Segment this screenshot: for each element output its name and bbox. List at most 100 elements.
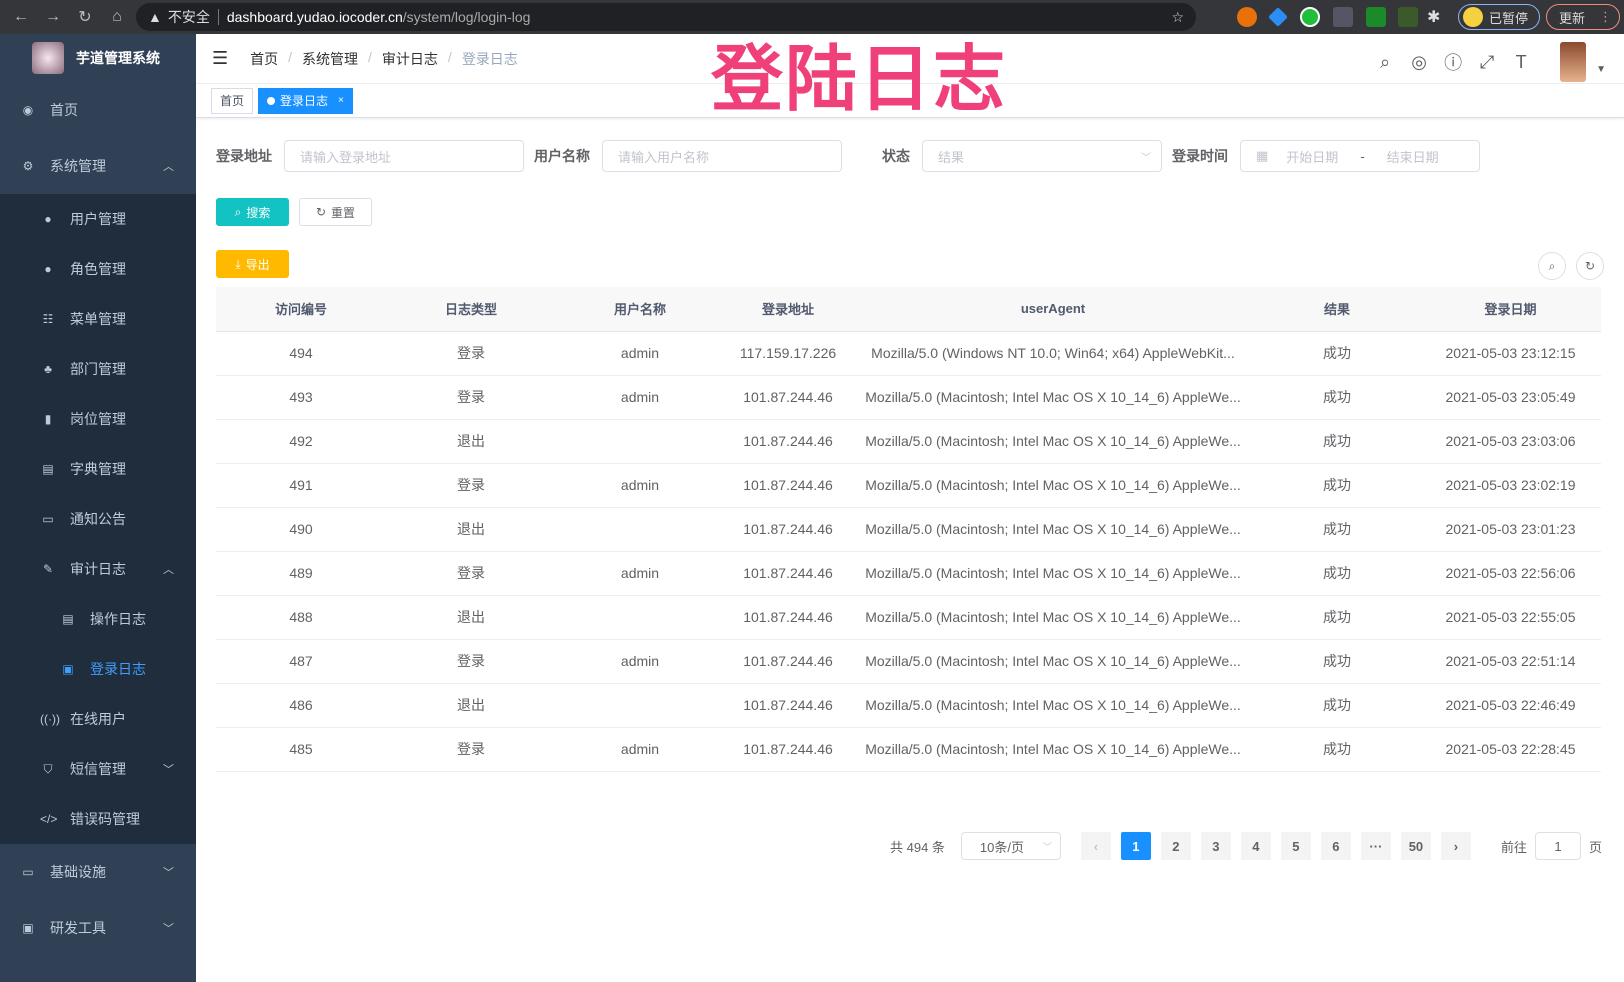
start-date-input[interactable]: 开始日期 xyxy=(1286,149,1339,165)
sidebar-item-system[interactable]: ⚙ 系统管理 ︿ xyxy=(0,138,196,194)
breadcrumb-item[interactable]: 审计日志 xyxy=(381,50,438,67)
sidebar-item-notice[interactable]: ▭ 通知公告 xyxy=(0,494,196,544)
sidebar-item-label: 在线用户 xyxy=(70,711,126,727)
sidebar-item-user[interactable]: ● 用户管理 xyxy=(0,194,196,244)
sidebar-item-dept[interactable]: ♣ 部门管理 xyxy=(0,344,196,394)
sidebar-item-sms[interactable]: ⛉ 短信管理 ﹀ xyxy=(0,744,196,794)
table-header: 访问编号 日志类型 用户名称 登录地址 userAgent 结果 登录日期 xyxy=(216,287,1601,332)
back-button[interactable]: ← xyxy=(13,8,29,25)
tag-home[interactable]: 首页 xyxy=(211,87,254,114)
avatar[interactable] xyxy=(1560,42,1587,82)
sidebar-item-error-code[interactable]: </> 错误码管理 xyxy=(0,794,196,844)
table-row[interactable]: 485 登录 admin 101.87.244.46 Mozilla/5.0 (Maci… xyxy=(216,727,1601,772)
page-button[interactable]: 1 xyxy=(1120,832,1151,860)
chevron-down-icon: ﹀ xyxy=(163,764,174,776)
table-row[interactable]: 492 退出 101.87.244.46 Mozilla/5.0 (Macintosh… xyxy=(216,419,1601,464)
table-row[interactable]: 490 退出 101.87.244.46 Mozilla/5.0 (Macintosh… xyxy=(216,507,1601,552)
reload-button[interactable]: ↻ xyxy=(78,9,92,26)
table-row[interactable]: 488 退出 101.87.244.46 Mozilla/5.0 (Macintosh… xyxy=(216,595,1601,640)
page-button[interactable]: 5 xyxy=(1280,832,1311,860)
export-button[interactable]: ⤓ 导出 xyxy=(216,250,289,278)
page-button[interactable]: 50 xyxy=(1400,832,1431,860)
goto-page-input[interactable]: 1 xyxy=(1534,832,1581,860)
next-page-button[interactable]: › xyxy=(1440,832,1471,860)
extension-icon[interactable] xyxy=(1366,7,1386,27)
prev-page-button[interactable]: ‹ xyxy=(1080,832,1111,860)
login-date-cell: 2021-05-03 22:28:45 xyxy=(1420,727,1601,772)
app-logo[interactable]: 芋道管理系统 xyxy=(0,34,196,82)
profile-button[interactable]: 已暂停 xyxy=(1458,4,1540,30)
help-icon[interactable]: ⓘ xyxy=(1444,53,1463,73)
sidebar-item-label: 研发工具 xyxy=(50,920,106,936)
post-icon: ▮ xyxy=(44,412,52,426)
search-form: 登录地址 请输入登录地址 用户名称 请输入用户名称 状态 结果 ﹀ 登录时间 ▦ 开… xyxy=(216,140,1604,172)
page-button[interactable]: ··· xyxy=(1360,832,1391,860)
reset-button[interactable]: ↻ 重置 xyxy=(299,198,372,226)
address-input[interactable]: 请输入登录地址 xyxy=(284,140,524,172)
search-button[interactable]: ⌕ 搜索 xyxy=(216,198,289,226)
page-button[interactable]: 3 xyxy=(1200,832,1231,860)
sidebar-item-online[interactable]: ((·)) 在线用户 xyxy=(0,694,196,744)
sidebar-item-post[interactable]: ▮ 岗位管理 xyxy=(0,394,196,444)
sidebar-item-infra[interactable]: ▭ 基础设施 ﹀ xyxy=(0,844,196,900)
sidebar-item-tool[interactable]: ▣ 研发工具 ﹀ xyxy=(0,900,196,956)
breadcrumb-item[interactable]: 系统管理 xyxy=(302,50,359,67)
tag-login-log[interactable]: 登录日志 × xyxy=(258,87,353,114)
font-size-icon[interactable]: T xyxy=(1515,51,1527,72)
table-row[interactable]: 493 登录 admin 101.87.244.46 Mozilla/5.0 (Maci… xyxy=(216,375,1601,420)
dashboard-icon: ◉ xyxy=(22,103,34,117)
date-range-picker[interactable]: ▦ 开始日期 - 结束日期 xyxy=(1240,140,1480,172)
close-icon[interactable]: × xyxy=(338,95,344,106)
table-row[interactable]: 491 登录 admin 101.87.244.46 Mozilla/5.0 (Maci… xyxy=(216,463,1601,508)
home-button[interactable]: ⌂ xyxy=(112,8,122,25)
column-header: 登录日期 xyxy=(1420,287,1601,332)
fullscreen-icon[interactable]: ⤢ xyxy=(1479,51,1495,72)
extension-icon[interactable] xyxy=(1268,7,1288,27)
caret-down-icon[interactable]: ▼ xyxy=(1596,63,1606,75)
system-submenu: ● 用户管理 ● 角色管理 ☷ 菜单管理 ♣ 部门管理 ▮ 岗位管理 ▤ 字典管理 ▭ 通知公… xyxy=(0,194,196,844)
github-icon[interactable]: ◎ xyxy=(1411,51,1427,72)
sidebar-item-label: 短信管理 xyxy=(70,761,126,777)
table-row[interactable]: 486 退出 101.87.244.46 Mozilla/5.0 (Macintosh… xyxy=(216,683,1601,728)
sidebar-item-label: 登录日志 xyxy=(90,661,146,677)
breadcrumb-item[interactable]: 首页 xyxy=(250,50,279,67)
address-bar[interactable]: ▲ 不安全 dashboard.yudao.iocoder.cn/system/… xyxy=(136,3,1196,31)
refresh-button[interactable]: ↻ xyxy=(1576,252,1604,280)
page-button[interactable]: 6 xyxy=(1320,832,1351,860)
audit-submenu: ▤ 操作日志 ▣ 登录日志 xyxy=(0,594,196,694)
toggle-search-button[interactable]: ⌕ xyxy=(1538,252,1566,280)
profile-status: 已暂停 xyxy=(1489,10,1529,26)
update-button[interactable]: 更新 ⋮ xyxy=(1546,4,1620,30)
table-row[interactable]: 489 登录 admin 101.87.244.46 Mozilla/5.0 (Maci… xyxy=(216,551,1601,596)
extension-icon[interactable] xyxy=(1300,7,1320,27)
page-size-select[interactable]: 10条/页 ﹀ xyxy=(960,832,1061,860)
sidebar-item-role[interactable]: ● 角色管理 xyxy=(0,244,196,294)
bookmark-star-icon[interactable]: ☆ xyxy=(1171,8,1184,25)
forward-button[interactable]: → xyxy=(45,8,61,25)
sidebar-item-dict[interactable]: ▤ 字典管理 xyxy=(0,444,196,494)
login-ip-cell: 101.87.244.46 xyxy=(724,595,852,640)
hamburger-icon[interactable]: ☰ xyxy=(212,48,229,68)
end-date-input[interactable]: 结束日期 xyxy=(1386,149,1439,165)
range-separator: - xyxy=(1360,148,1365,164)
extension-icon[interactable] xyxy=(1237,7,1257,27)
chevron-down-icon: ﹀ xyxy=(163,867,174,879)
username-input[interactable]: 请输入用户名称 xyxy=(602,140,842,172)
sidebar-item-home[interactable]: ◉ 首页 xyxy=(0,82,196,138)
username-cell: admin xyxy=(556,463,724,508)
extension-icon[interactable] xyxy=(1398,7,1418,27)
user-agent-cell: Mozilla/5.0 (Macintosh; Intel Mac OS X 1… xyxy=(852,683,1254,728)
sidebar-item-login-log[interactable]: ▣ 登录日志 xyxy=(0,644,196,694)
table-row[interactable]: 487 登录 admin 101.87.244.46 Mozilla/5.0 (Maci… xyxy=(216,639,1601,684)
table-row[interactable]: 494 登录 admin 117.159.17.226 Mozilla/5.0 (Win… xyxy=(216,331,1601,376)
search-icon[interactable]: ⌕ xyxy=(1380,51,1391,72)
sidebar-item-operate-log[interactable]: ▤ 操作日志 xyxy=(0,594,196,644)
sidebar-item-audit-log[interactable]: ✎ 审计日志 ︿ xyxy=(0,544,196,594)
puzzle-icon[interactable]: ✱ xyxy=(1427,9,1441,26)
username-cell: admin xyxy=(556,375,724,420)
sidebar-item-menu[interactable]: ☷ 菜单管理 xyxy=(0,294,196,344)
page-button[interactable]: 4 xyxy=(1240,832,1271,860)
page-button[interactable]: 2 xyxy=(1160,832,1191,860)
status-select[interactable]: 结果 ﹀ xyxy=(922,140,1162,172)
extension-icon[interactable] xyxy=(1333,7,1353,27)
